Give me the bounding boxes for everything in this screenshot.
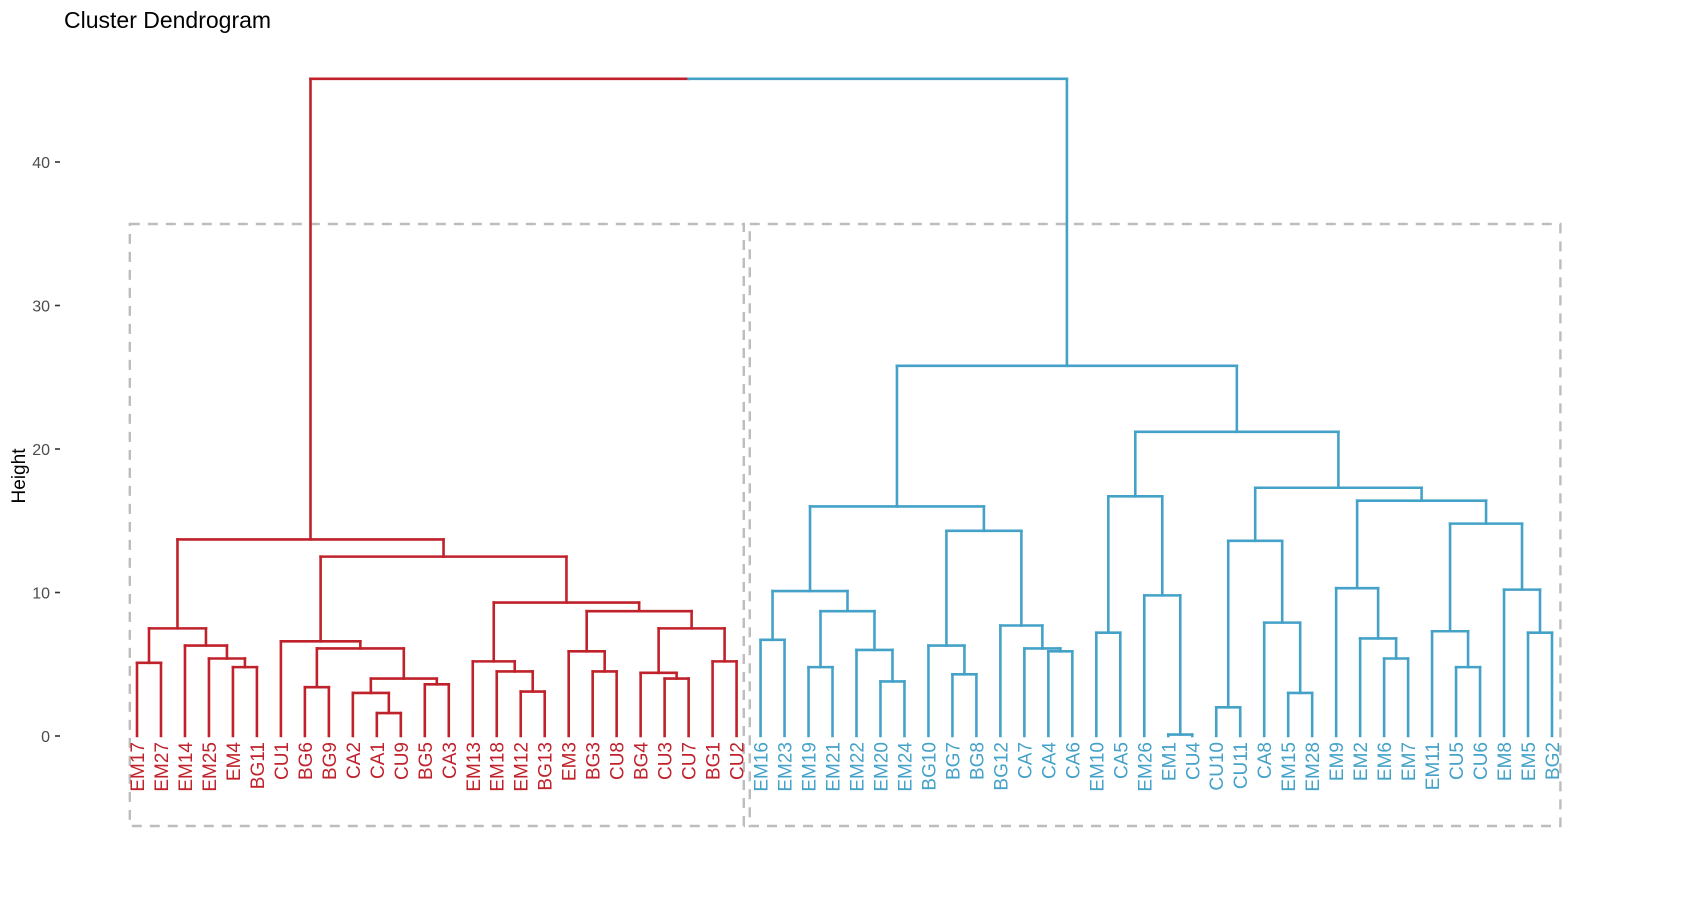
leaf-label: EM4 [224,742,245,782]
leaf-label: CA8 [1255,742,1276,779]
leaf-label: CA6 [1063,742,1084,779]
leaf-label: EM27 [152,742,173,792]
y-tick-label: 10 [32,586,50,603]
leaf-label: EM5 [1519,742,1540,781]
leaf-label: CA2 [344,742,365,779]
leaf-label: CU3 [656,742,677,780]
leaf-label: BG5 [416,742,437,780]
leaf-label: EM25 [200,742,221,792]
leaf-label: EM19 [800,742,821,792]
leaf-label: BG10 [919,742,940,791]
leaf-label: EM9 [1327,742,1348,781]
leaf-label: BG3 [584,742,605,780]
y-axis-title: Height [9,448,30,504]
cluster-rect-group [128,222,1562,828]
y-tick-label: 0 [41,729,50,746]
leaf-label: BG2 [1543,742,1564,780]
leaf-label: EM24 [895,742,916,792]
leaf-label: EM20 [871,742,892,792]
leaf-label: EM28 [1303,742,1324,792]
leaf-label: EM7 [1399,742,1420,781]
leaf-label: BG12 [991,742,1012,791]
y-tick-label: 30 [32,299,50,316]
leaf-label: CA5 [1111,742,1132,779]
leaf-label: BG13 [536,742,557,791]
leaf-label: BG7 [943,742,964,780]
y-tick-label: 20 [32,442,50,459]
leaf-label: EM22 [847,742,868,792]
leaf-label: EM13 [464,742,485,792]
leaf-label: EM15 [1279,742,1300,792]
leaf-label: CU1 [272,742,293,780]
leaf-label: CU4 [1183,742,1204,780]
leaf-label: BG1 [704,742,725,780]
leaf-labels: EM17 EM27 EM14 EM25 EM4 BG11 CU1 BG6 BG9 CA2 CA1 CU… [128,742,1564,792]
leaf-label: BG9 [320,742,341,780]
leaf-label: CA4 [1039,742,1060,779]
leaf-label: BG4 [632,742,653,780]
leaf-label: EM23 [776,742,797,792]
leaf-label: EM14 [176,742,197,792]
chart-title: Cluster Dendrogram [64,7,271,33]
leaf-label: CU6 [1471,742,1492,780]
dendrogram-tree [135,77,1554,738]
leaf-label: CU7 [680,742,701,780]
leaf-label: BG11 [248,742,269,789]
leaf-label: BG8 [967,742,988,780]
leaf-label: CU8 [608,742,629,780]
leaf-label: CU10 [1207,742,1228,791]
leaf-label: CA1 [368,742,389,779]
cluster-rect [128,222,745,828]
y-axis: 0 10 20 30 40 [32,155,60,746]
leaf-label: EM26 [1135,742,1156,792]
leaf-label: EM21 [824,742,845,792]
leaf-label: EM10 [1087,742,1108,792]
leaf-label: EM16 [752,742,773,792]
leaf-label: EM17 [128,742,149,792]
cluster-rect [748,222,1562,828]
y-tick-label: 40 [32,155,50,172]
leaf-label: CA7 [1015,742,1036,779]
leaf-label: EM8 [1495,742,1516,781]
leaf-label: EM12 [512,742,533,792]
leaf-label: CU11 [1231,742,1252,789]
leaf-label: CA3 [440,742,461,779]
leaf-label: EM3 [560,742,581,781]
leaf-label: BG6 [296,742,317,780]
leaf-label: CU9 [392,742,413,780]
leaf-label: EM11 [1423,742,1444,790]
leaf-label: CU2 [728,742,749,780]
leaf-label: EM18 [488,742,509,792]
leaf-label: EM6 [1375,742,1396,781]
leaf-label: CU5 [1447,742,1468,780]
leaf-label: EM2 [1351,742,1372,781]
leaf-label: EM1 [1159,742,1180,781]
